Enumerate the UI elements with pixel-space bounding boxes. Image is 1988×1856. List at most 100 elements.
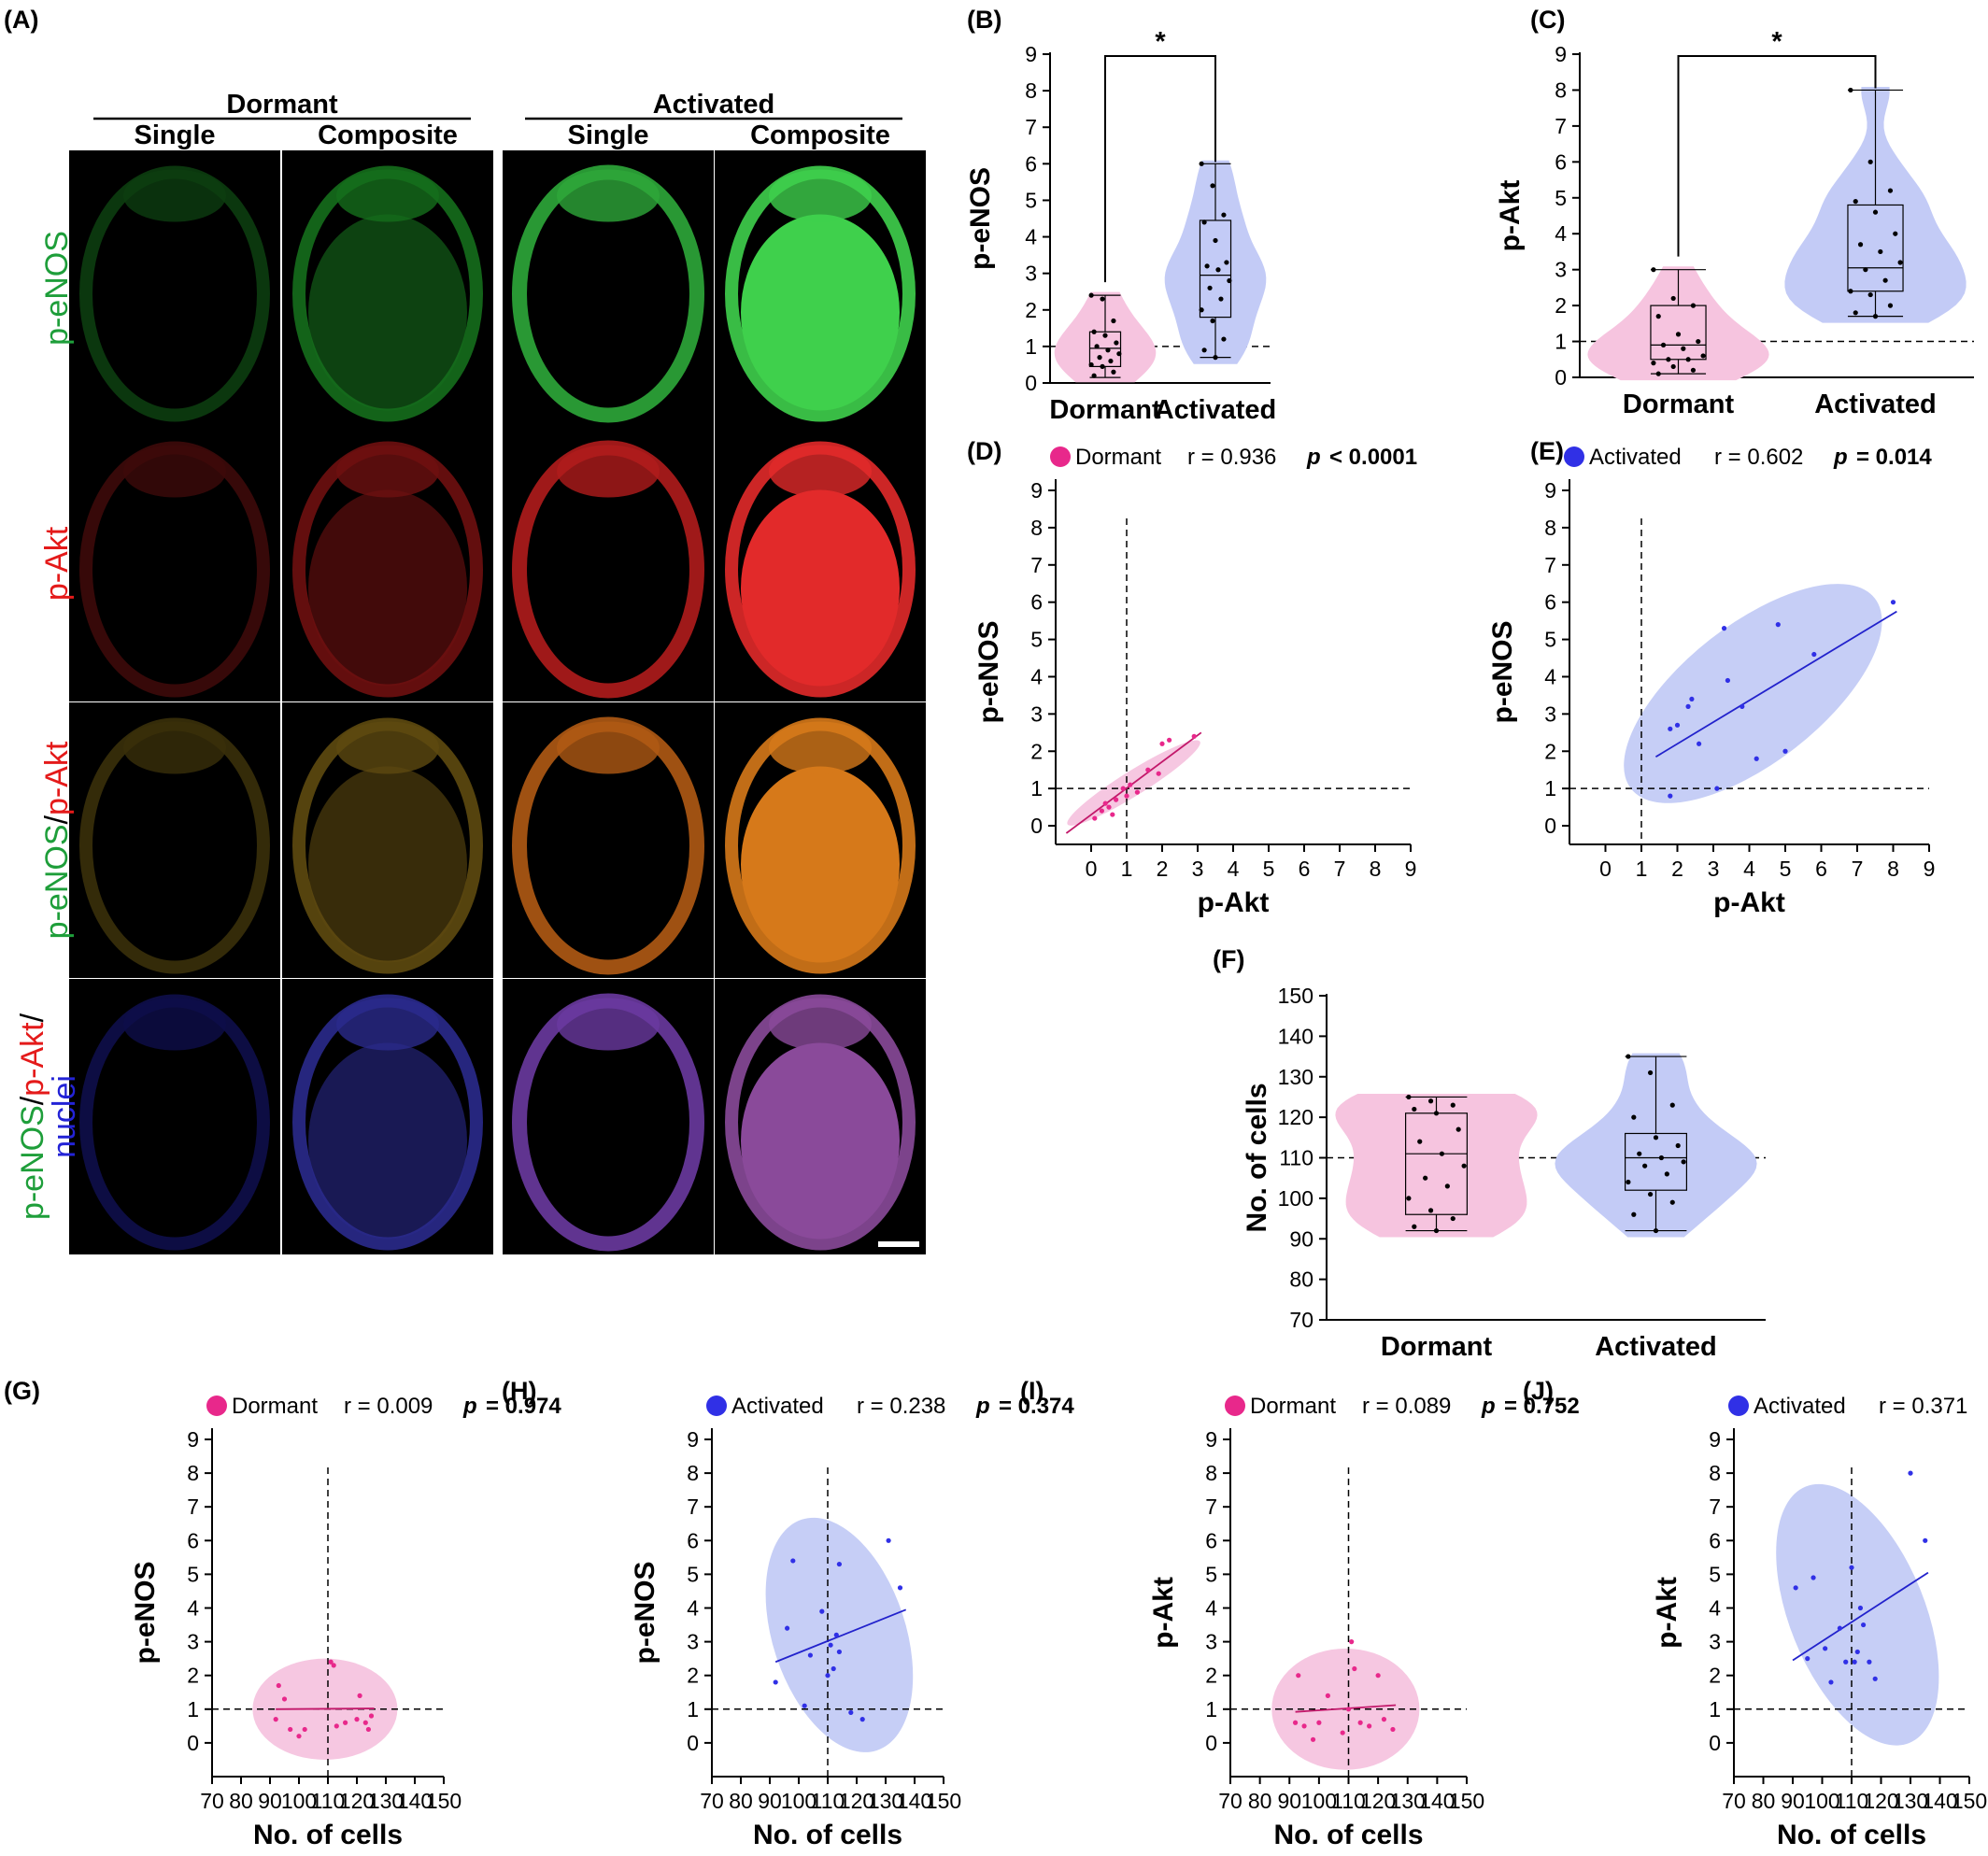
y-tick-label: 1 — [1205, 1697, 1217, 1721]
y-axis-label: p-eNOS — [1487, 620, 1518, 723]
scale-bar — [878, 1241, 919, 1247]
y-tick-label: 1 — [687, 1697, 699, 1721]
y-tick-label: 90 — [1289, 1226, 1314, 1251]
row-label-line: p-eNOS/p-Akt/ — [15, 1013, 50, 1220]
x-tick-label: 150 — [1952, 1789, 1987, 1813]
data-point — [1714, 786, 1720, 791]
y-tick-label: 8 — [1205, 1461, 1217, 1485]
data-point — [331, 1663, 336, 1668]
data-point — [1690, 303, 1697, 308]
y-tick-label: 5 — [1544, 628, 1556, 652]
data-point — [1675, 332, 1682, 337]
y-tick-label: 4 — [1555, 221, 1567, 246]
x-tick-label: 130 — [1390, 1789, 1426, 1813]
y-tick-label: 2 — [1025, 298, 1037, 322]
y-tick-label: 150 — [1278, 984, 1314, 1008]
panel-label: (I) — [1020, 1377, 1044, 1405]
legend-label: Activated — [1754, 1394, 1846, 1419]
legend-p-label: p — [462, 1394, 477, 1419]
data-point — [1444, 1183, 1450, 1189]
data-point — [1094, 344, 1100, 349]
data-point — [1450, 1215, 1456, 1222]
y-tick-label: 3 — [1555, 258, 1567, 282]
embryo-cap — [123, 721, 226, 774]
data-point — [897, 1585, 903, 1591]
y-tick-label: 4 — [1205, 1596, 1217, 1621]
legend-label: Dormant — [1250, 1394, 1336, 1419]
data-point — [1301, 1723, 1307, 1729]
y-tick-label: 5 — [187, 1562, 199, 1586]
y-tick-label: 5 — [687, 1562, 699, 1586]
data-point — [1207, 285, 1213, 290]
x-tick-label: 0 — [1086, 857, 1098, 881]
x-tick-label: 80 — [1752, 1789, 1776, 1813]
x-tick-label: 80 — [729, 1789, 753, 1813]
y-tick-label: 4 — [1709, 1596, 1721, 1621]
panel-label: (E) — [1530, 437, 1564, 465]
x-tick-label: 120 — [1863, 1789, 1898, 1813]
box — [1088, 331, 1122, 368]
data-point — [836, 1561, 843, 1567]
data-point — [354, 1717, 360, 1722]
data-point — [1156, 771, 1161, 776]
data-point — [1653, 1227, 1659, 1234]
data-point — [1218, 296, 1224, 302]
y-tick-label: 9 — [1555, 42, 1567, 66]
fit-line — [276, 1707, 375, 1710]
data-point — [273, 1717, 278, 1722]
x-tick-label: 9 — [1405, 857, 1417, 881]
data-point — [1631, 1114, 1637, 1120]
data-point — [1669, 1102, 1675, 1108]
x-tick-label: 4 — [1228, 857, 1240, 881]
y-tick-label: 7 — [187, 1495, 199, 1519]
data-point — [1088, 292, 1094, 298]
y-axis-label: p-eNOS — [630, 1561, 660, 1664]
panel-label: (J) — [1523, 1377, 1554, 1405]
x-tick-label: 150 — [926, 1789, 961, 1813]
row-label-segment: / — [15, 1013, 50, 1022]
x-tick-label: 100 — [281, 1789, 317, 1813]
embryo-cap — [123, 445, 226, 498]
y-axis-label: p-eNOS — [973, 620, 1004, 723]
data-point — [1670, 295, 1676, 302]
category-label: Dormant — [1049, 395, 1161, 425]
data-point — [785, 1625, 790, 1631]
data-point — [1325, 1693, 1330, 1698]
row-label-line: nuclei — [47, 1075, 82, 1158]
embryo-cap — [336, 998, 439, 1051]
panel-label: (H) — [502, 1377, 536, 1405]
data-point — [1685, 703, 1691, 709]
y-tick-label: 2 — [1030, 739, 1043, 763]
y-tick-label: 9 — [1709, 1427, 1721, 1452]
data-point — [1853, 199, 1858, 205]
data-point — [1897, 260, 1903, 265]
fit-line — [1065, 731, 1202, 834]
column-header: Composite — [318, 120, 458, 150]
y-tick-label: 8 — [1709, 1461, 1721, 1485]
x-tick-label: 70 — [700, 1789, 724, 1813]
data-point — [365, 1726, 371, 1733]
x-tick-label: 120 — [1360, 1789, 1396, 1813]
y-tick-label: 130 — [1278, 1065, 1314, 1089]
data-point — [1213, 355, 1218, 361]
fit-line — [1295, 1704, 1397, 1713]
data-point — [1867, 159, 1873, 164]
data-point — [1210, 318, 1215, 324]
y-tick-label: 6 — [687, 1528, 699, 1552]
y-tick-label: 1 — [1025, 334, 1037, 359]
x-tick-label: 140 — [1922, 1789, 1957, 1813]
panel-label: (D) — [967, 437, 1001, 465]
data-point — [1700, 353, 1706, 359]
data-point — [1102, 800, 1108, 806]
x-tick-label: 80 — [1248, 1789, 1272, 1813]
box — [1650, 305, 1707, 361]
legend-p-value: = 0.974 — [486, 1394, 561, 1419]
row-label-segment: p-eNOS — [39, 231, 75, 346]
y-tick-label: 4 — [187, 1596, 199, 1621]
data-point — [1461, 1163, 1467, 1169]
legend-p-value: < 0.0001 — [1329, 445, 1417, 470]
row-label-segment: / — [15, 1096, 50, 1105]
x-axis-label: No. of cells — [253, 1820, 403, 1850]
y-tick-label: 5 — [1555, 186, 1567, 210]
data-point — [343, 1720, 348, 1725]
